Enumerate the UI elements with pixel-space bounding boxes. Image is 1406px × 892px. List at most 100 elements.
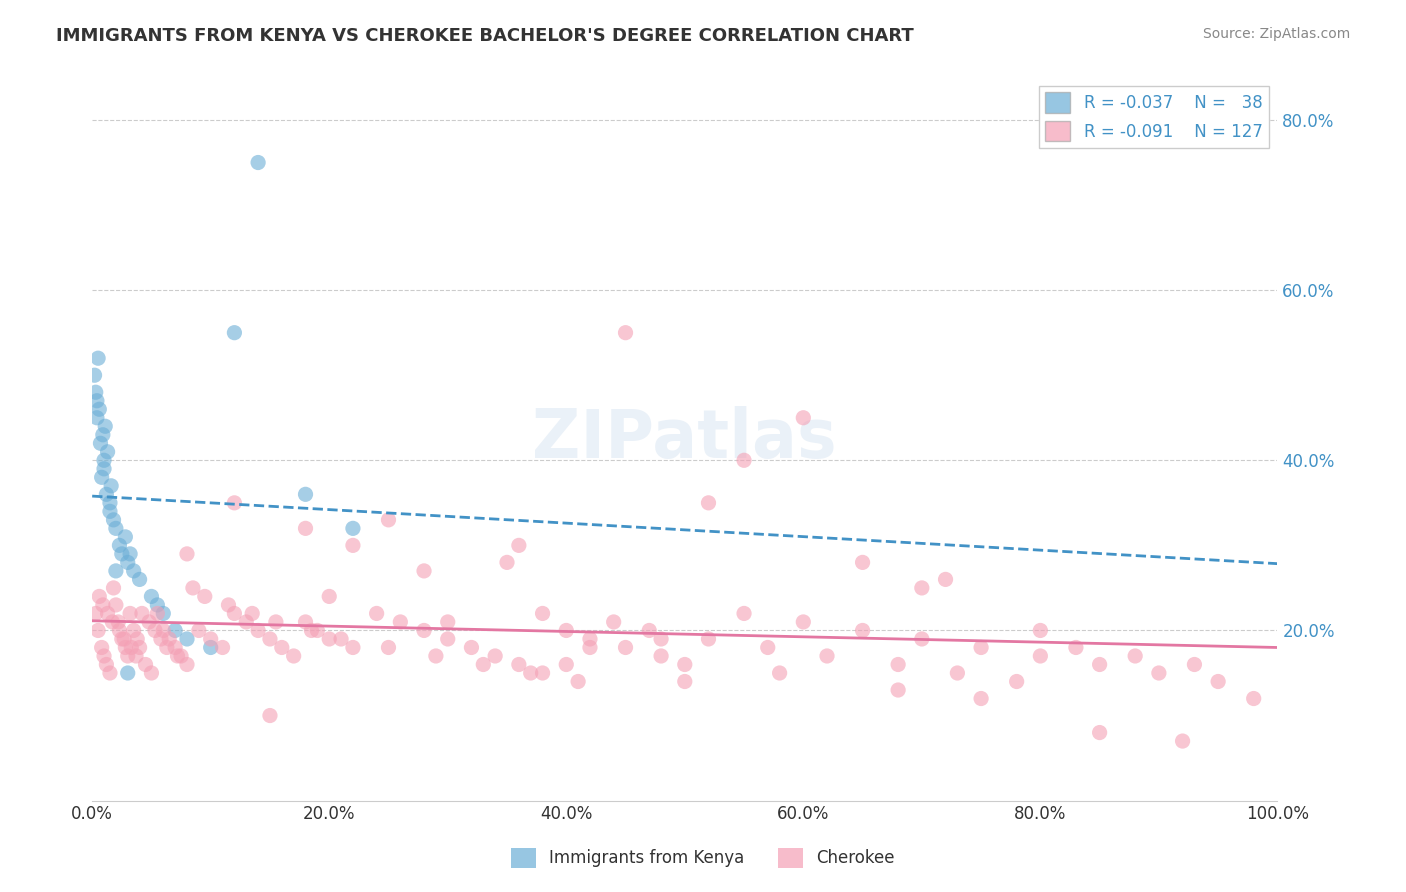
Point	[377, 640, 399, 655]
Point	[1184, 657, 1206, 672]
Point	[98, 665, 121, 680]
Point	[1064, 640, 1087, 655]
Point	[96, 657, 118, 672]
Point	[377, 513, 399, 527]
Point	[166, 648, 188, 663]
Point	[152, 624, 174, 638]
Point	[194, 590, 217, 604]
Point	[157, 632, 180, 646]
Point	[98, 496, 121, 510]
Point	[170, 648, 193, 663]
Point	[165, 640, 187, 655]
Point	[567, 674, 589, 689]
Point	[247, 155, 270, 169]
Point	[91, 598, 114, 612]
Point	[1243, 691, 1265, 706]
Text: IMMIGRANTS FROM KENYA VS CHEROKEE BACHELOR'S DEGREE CORRELATION CHART: IMMIGRANTS FROM KENYA VS CHEROKEE BACHEL…	[56, 27, 914, 45]
Point	[224, 607, 246, 621]
Point	[673, 674, 696, 689]
Point	[970, 640, 993, 655]
Point	[1123, 648, 1146, 663]
Point	[176, 657, 198, 672]
Point	[125, 648, 148, 663]
Point	[218, 598, 240, 612]
Point	[946, 665, 969, 680]
Point	[1206, 674, 1229, 689]
Point	[935, 573, 957, 587]
Point	[294, 487, 316, 501]
Point	[264, 615, 287, 629]
Point	[122, 624, 145, 638]
Point	[156, 640, 179, 655]
Point	[107, 615, 129, 629]
Point	[815, 648, 838, 663]
Point	[425, 648, 447, 663]
Point	[579, 632, 602, 646]
Point	[342, 640, 364, 655]
Point	[235, 615, 257, 629]
Point	[141, 665, 163, 680]
Point	[318, 632, 340, 646]
Point	[91, 427, 114, 442]
Point	[94, 419, 117, 434]
Point	[200, 640, 222, 655]
Point	[96, 487, 118, 501]
Point	[120, 640, 142, 655]
Point	[519, 665, 541, 680]
Point	[84, 385, 107, 400]
Point	[342, 538, 364, 552]
Point	[122, 564, 145, 578]
Point	[104, 598, 127, 612]
Point	[697, 496, 720, 510]
Point	[103, 581, 125, 595]
Point	[224, 496, 246, 510]
Point	[93, 453, 115, 467]
Point	[146, 598, 169, 612]
Point	[104, 521, 127, 535]
Point	[496, 555, 519, 569]
Point	[111, 632, 134, 646]
Point	[112, 632, 135, 646]
Point	[531, 607, 554, 621]
Point	[638, 624, 661, 638]
Point	[120, 547, 142, 561]
Text: ZIPatlas: ZIPatlas	[533, 406, 837, 472]
Point	[460, 640, 482, 655]
Point	[86, 410, 108, 425]
Point	[117, 555, 139, 569]
Point	[114, 530, 136, 544]
Legend: Immigrants from Kenya, Cherokee: Immigrants from Kenya, Cherokee	[505, 841, 901, 875]
Point	[143, 624, 166, 638]
Point	[330, 632, 353, 646]
Point	[301, 624, 323, 638]
Point	[165, 624, 187, 638]
Point	[128, 640, 150, 655]
Point	[555, 657, 578, 672]
Point	[87, 351, 110, 366]
Point	[100, 479, 122, 493]
Point	[508, 657, 530, 672]
Point	[887, 683, 910, 698]
Point	[176, 632, 198, 646]
Point	[911, 632, 934, 646]
Point	[436, 615, 458, 629]
Point	[138, 615, 160, 629]
Point	[1147, 665, 1170, 680]
Point	[413, 624, 436, 638]
Legend: R = -0.037    N =   38, R = -0.091    N = 127: R = -0.037 N = 38, R = -0.091 N = 127	[1039, 86, 1270, 148]
Point	[555, 624, 578, 638]
Point	[93, 648, 115, 663]
Point	[181, 581, 204, 595]
Point	[114, 640, 136, 655]
Point	[211, 640, 233, 655]
Point	[614, 326, 637, 340]
Point	[98, 504, 121, 518]
Point	[117, 648, 139, 663]
Point	[673, 657, 696, 672]
Point	[240, 607, 263, 621]
Point	[104, 564, 127, 578]
Point	[89, 436, 111, 450]
Point	[650, 632, 672, 646]
Point	[294, 615, 316, 629]
Point	[131, 607, 153, 621]
